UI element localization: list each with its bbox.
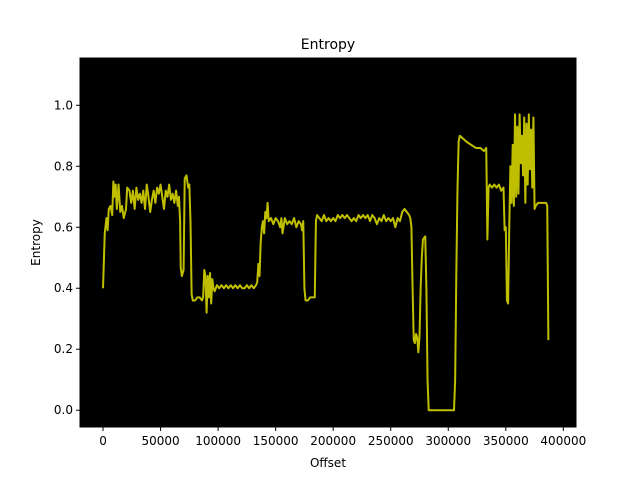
x-axis: 0 50000 100000 150000 200000 250000 300000 3500… bbox=[99, 427, 586, 448]
plot-area bbox=[80, 58, 576, 427]
x-tick-label: 400000 bbox=[540, 434, 586, 448]
entropy-series-line bbox=[102, 113, 550, 412]
y-axis-label: Entropy bbox=[29, 219, 43, 266]
chart-title: Entropy bbox=[301, 37, 355, 53]
y-tick-label: 0.0 bbox=[54, 403, 73, 417]
x-tick-label: 150000 bbox=[253, 434, 299, 448]
y-tick-label: 0.6 bbox=[54, 220, 73, 234]
x-tick-label: 350000 bbox=[483, 434, 529, 448]
x-tick-label: 0 bbox=[99, 434, 107, 448]
x-tick-label: 250000 bbox=[368, 434, 414, 448]
x-axis-label: Offset bbox=[310, 456, 346, 470]
y-tick-label: 0.8 bbox=[54, 159, 73, 173]
x-tick-label: 200000 bbox=[310, 434, 356, 448]
x-tick-label: 50000 bbox=[141, 434, 179, 448]
series-layer bbox=[102, 113, 550, 412]
y-axis: 0.0 0.2 0.4 0.6 0.8 1.0 bbox=[54, 98, 80, 417]
x-tick-label: 300000 bbox=[425, 434, 471, 448]
y-tick-label: 0.4 bbox=[54, 281, 73, 295]
plot-frame bbox=[79, 57, 577, 428]
y-tick-label: 0.2 bbox=[54, 342, 73, 356]
y-tick-label: 1.0 bbox=[54, 98, 73, 112]
x-tick-label: 100000 bbox=[195, 434, 241, 448]
